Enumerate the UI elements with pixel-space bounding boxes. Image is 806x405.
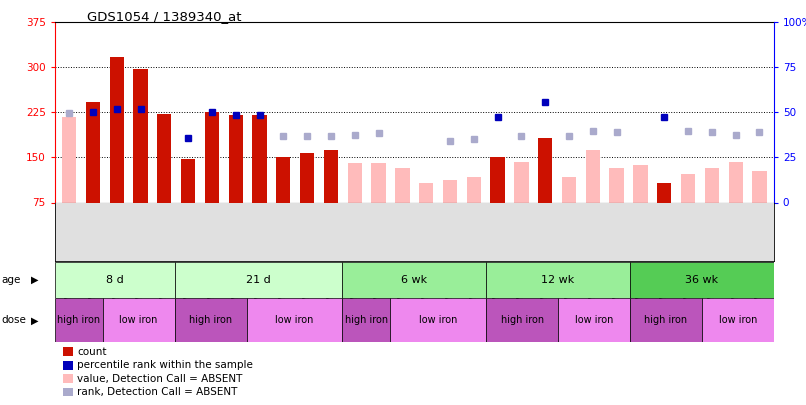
- Bar: [324, 149, 338, 202]
- Bar: [609, 168, 624, 202]
- Bar: [276, 157, 290, 202]
- Bar: [205, 112, 219, 202]
- Bar: [343, 298, 390, 342]
- Bar: [181, 159, 195, 202]
- Bar: [343, 262, 486, 298]
- Bar: [704, 168, 719, 202]
- Text: 21 d: 21 d: [246, 275, 271, 285]
- Bar: [395, 168, 409, 202]
- Bar: [442, 180, 457, 202]
- Text: ▶: ▶: [31, 315, 38, 325]
- Bar: [486, 298, 558, 342]
- Bar: [175, 298, 247, 342]
- Bar: [467, 177, 481, 202]
- Text: low iron: low iron: [419, 315, 458, 325]
- Text: high iron: high iron: [57, 315, 100, 325]
- Text: GDS1054 / 1389340_at: GDS1054 / 1389340_at: [87, 10, 242, 23]
- Bar: [729, 162, 743, 202]
- Text: age: age: [2, 275, 21, 285]
- Text: 8 d: 8 d: [106, 275, 123, 285]
- Text: ▶: ▶: [31, 275, 38, 285]
- Text: percentile rank within the sample: percentile rank within the sample: [77, 360, 253, 370]
- Text: value, Detection Call = ABSENT: value, Detection Call = ABSENT: [77, 374, 243, 384]
- Bar: [300, 153, 314, 202]
- Text: low iron: low iron: [719, 315, 757, 325]
- Text: 6 wk: 6 wk: [401, 275, 427, 285]
- Text: 36 wk: 36 wk: [685, 275, 718, 285]
- Bar: [491, 157, 505, 202]
- Text: low iron: low iron: [276, 315, 314, 325]
- Bar: [558, 298, 630, 342]
- Bar: [681, 174, 696, 202]
- Bar: [247, 298, 343, 342]
- Bar: [175, 262, 343, 298]
- Bar: [752, 171, 767, 202]
- Bar: [657, 183, 671, 202]
- Text: count: count: [77, 347, 107, 357]
- Text: dose: dose: [2, 315, 27, 325]
- Text: high iron: high iron: [189, 315, 232, 325]
- Text: high iron: high iron: [644, 315, 688, 325]
- Bar: [85, 102, 100, 202]
- Text: low iron: low iron: [119, 315, 158, 325]
- Bar: [630, 262, 774, 298]
- Bar: [347, 164, 362, 202]
- Bar: [486, 262, 630, 298]
- Bar: [252, 115, 267, 202]
- Bar: [133, 69, 147, 202]
- Text: 12 wk: 12 wk: [542, 275, 575, 285]
- Text: rank, Detection Call = ABSENT: rank, Detection Call = ABSENT: [77, 387, 238, 397]
- Bar: [55, 262, 175, 298]
- Bar: [102, 298, 175, 342]
- Bar: [390, 298, 486, 342]
- Bar: [62, 117, 77, 202]
- Bar: [538, 138, 552, 202]
- Bar: [229, 115, 243, 202]
- Bar: [110, 57, 124, 202]
- Bar: [630, 298, 702, 342]
- Text: high iron: high iron: [345, 315, 388, 325]
- Bar: [634, 165, 647, 202]
- Bar: [372, 164, 386, 202]
- Bar: [702, 298, 774, 342]
- Bar: [586, 149, 600, 202]
- Text: low iron: low iron: [575, 315, 613, 325]
- Bar: [55, 298, 102, 342]
- Bar: [419, 183, 434, 202]
- Bar: [157, 114, 172, 202]
- Bar: [562, 177, 576, 202]
- Bar: [514, 162, 529, 202]
- Text: high iron: high iron: [501, 315, 544, 325]
